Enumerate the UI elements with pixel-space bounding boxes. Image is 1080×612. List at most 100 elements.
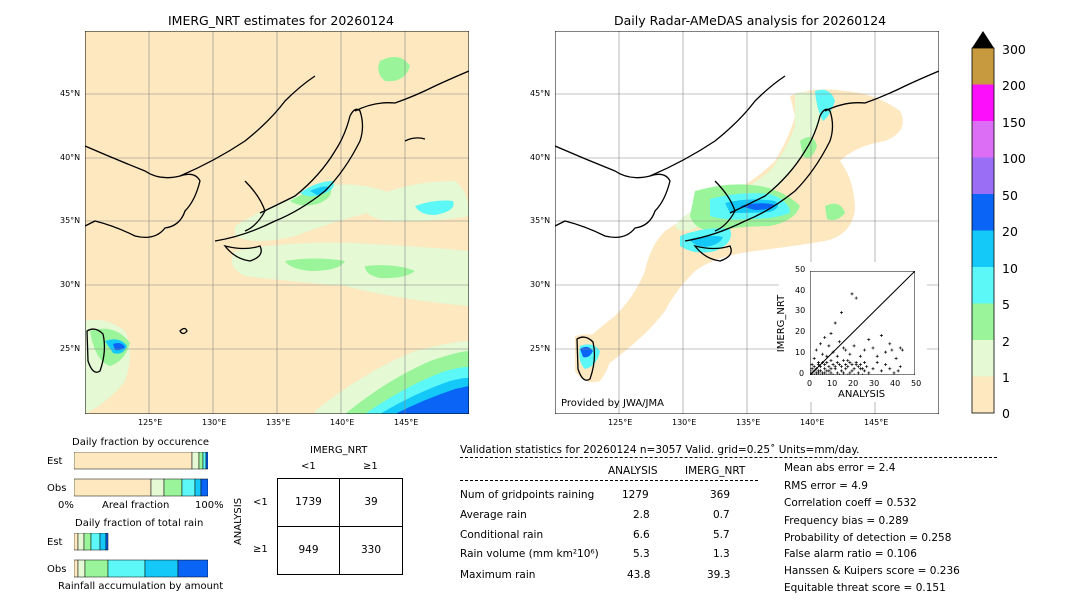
left-lat-25: 25°N <box>60 344 81 353</box>
left-lon-125: 125°E <box>138 418 163 427</box>
scatter-point <box>842 358 846 362</box>
colorbar-extend-arrow <box>972 31 994 48</box>
validation-header: Validation statistics for 20260124 n=305… <box>460 444 860 456</box>
inset-xtick-0: 0 <box>807 379 813 388</box>
right-lat-40: 40°N <box>530 153 551 162</box>
ct-cell-c: 949 <box>298 544 319 556</box>
row-label-gridpoints: Num of gridpoints raining <box>460 489 595 501</box>
scatter-point <box>823 336 827 340</box>
scatter-point <box>842 346 846 350</box>
scatter-point <box>884 363 888 367</box>
occ-est-label: Est <box>47 456 63 467</box>
ct-col-header: IMERG_NRT <box>310 445 368 456</box>
scatter-point <box>850 292 854 296</box>
col-analysis: ANALYSIS <box>608 465 658 477</box>
colorbar-cell <box>972 340 994 377</box>
row-analysis-maximum: 43.8 <box>627 569 651 581</box>
scatter-point <box>810 371 812 375</box>
scatter-point <box>810 367 814 371</box>
scatter-point <box>827 365 831 369</box>
occurrence-bars <box>74 452 208 497</box>
validation-table-rule <box>460 480 758 481</box>
inset-xtick-10: 10 <box>827 379 838 388</box>
scatter-point <box>900 348 904 352</box>
inset-xtick-30: 30 <box>869 379 880 388</box>
colorbar-cell <box>972 194 994 231</box>
inset-ytick-0: 0 <box>799 369 805 378</box>
right-lat-30: 30°N <box>530 280 551 289</box>
scatter-point <box>819 365 822 369</box>
scatter-point <box>829 371 833 375</box>
scatter-point <box>863 348 867 352</box>
scatter-point <box>825 354 829 358</box>
scatter-point <box>835 361 839 365</box>
scatter-point <box>837 363 841 367</box>
scatter-point <box>844 367 848 371</box>
total-rain-title: Daily fraction of total rain <box>75 518 204 529</box>
scatter-point <box>858 354 862 358</box>
scatter-point <box>842 371 846 375</box>
scatter-point <box>833 367 837 371</box>
scatter-point <box>846 373 850 375</box>
left-lat-35: 35°N <box>60 216 81 225</box>
score-hk: Hanssen & Kuipers score = 0.236 <box>784 565 960 577</box>
scatter-point <box>825 361 829 365</box>
scatter-point <box>823 367 827 371</box>
colorbar-cell <box>972 84 994 121</box>
row-imerg-average: 0.7 <box>713 509 730 521</box>
left-map-title: IMERG_NRT estimates for 20260124 <box>168 13 395 28</box>
scatter-points <box>810 292 904 375</box>
right-lon-130: 130°E <box>672 418 697 427</box>
inset-xtick-20: 20 <box>848 379 859 388</box>
scatter-point <box>821 373 825 375</box>
colorbar-label-50: 50 <box>1002 188 1018 203</box>
axis-areal-fraction: Areal fraction <box>102 500 170 511</box>
scatter-point <box>829 331 833 335</box>
scatter-point <box>856 365 860 369</box>
scatter-point <box>861 373 864 375</box>
inset-ytick-50: 50 <box>795 265 806 274</box>
scatter-point <box>848 371 852 375</box>
left-map-precip <box>85 57 469 414</box>
scatter-point <box>852 373 856 375</box>
score-rmse: RMS error = 4.9 <box>784 480 868 492</box>
scatter-point <box>810 373 814 375</box>
row-analysis-volume: 5.3 <box>633 548 650 560</box>
scatter-point <box>861 367 864 371</box>
scatter-point <box>812 373 816 375</box>
scatter-point <box>879 333 883 337</box>
scatter-point <box>848 352 852 356</box>
score-pod: Probability of detection = 0.258 <box>784 532 952 544</box>
scatter-point <box>810 369 812 373</box>
axis-0pct: 0% <box>58 500 74 511</box>
row-label-average: Average rain <box>460 509 527 521</box>
colorbar-label-2: 2 <box>1002 334 1010 349</box>
score-corr: Correlation coeff = 0.532 <box>784 497 917 509</box>
scatter-point <box>840 365 843 369</box>
scatter-point <box>852 344 856 348</box>
right-map-title: Daily Radar-AMeDAS analysis for 20260124 <box>614 13 887 28</box>
colorbar-label-100: 100 <box>1002 151 1026 166</box>
colorbar-label-300: 300 <box>1002 42 1026 57</box>
scatter-point <box>871 346 875 350</box>
left-map-coastlines <box>85 70 469 373</box>
scatter-point <box>865 365 869 369</box>
scatter-point <box>814 367 818 371</box>
colorbar <box>971 31 995 414</box>
right-lat-25: 25°N <box>530 344 551 353</box>
ct-row-header: ANALYSIS <box>233 497 245 546</box>
score-mae: Mean abs error = 2.4 <box>784 462 896 474</box>
ct-cell-a: 1739 <box>295 496 322 508</box>
scatter-point <box>825 373 829 375</box>
scatter-point <box>821 361 825 365</box>
inset-ytick-30: 30 <box>795 306 806 315</box>
rainfall-accumulation-label: Rainfall accumulation by amount <box>58 581 224 592</box>
scatter-point <box>812 365 816 369</box>
scatter-point <box>896 369 900 373</box>
scatter-point <box>837 340 841 344</box>
scatter-point <box>835 354 839 358</box>
scatter-point <box>892 371 896 375</box>
row-imerg-maximum: 39.3 <box>707 569 731 581</box>
scatter-point <box>840 369 843 373</box>
ct-col-lt: <1 <box>301 461 316 472</box>
